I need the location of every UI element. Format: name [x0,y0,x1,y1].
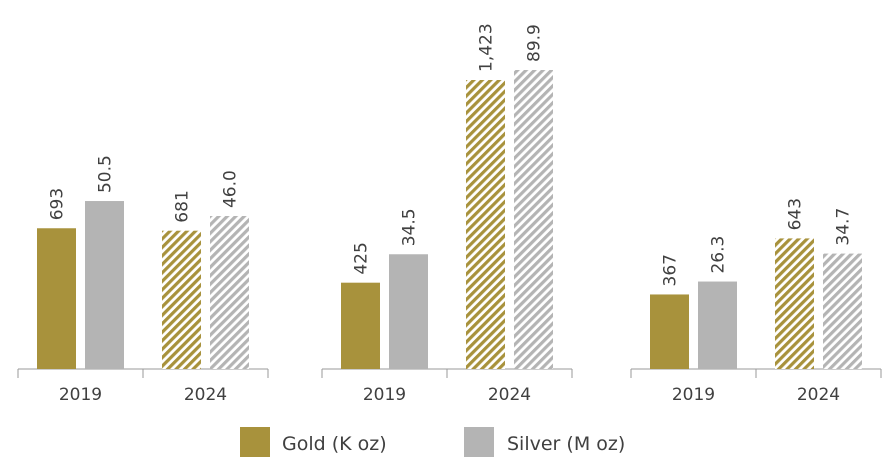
gold-value-label-2019: 425 [352,242,372,274]
legend-label-silver: Silver (M oz) [507,433,625,455]
silver-value-label-2019: 34.5 [400,208,420,246]
silver-bar-2024 [210,216,249,369]
silver-value-label-2019: 50.5 [96,155,116,193]
legend-label-gold: Gold (K oz) [282,433,387,455]
x-tick-label: 2024 [797,385,840,405]
silver-value-label-2024: 89.9 [525,24,545,62]
silver-bar-2019 [698,281,737,369]
gold-bar-2019 [37,228,76,369]
silver-bar-2019 [85,201,124,369]
legend-swatch-gold [240,427,270,457]
gold-bar-2019 [650,294,689,369]
x-tick-label: 2019 [672,385,715,405]
silver-bar-2019 [389,254,428,369]
legend-swatch-silver [464,427,494,457]
gold-value-label-2024: 643 [786,198,806,230]
gold-value-label-2019: 367 [661,254,681,286]
gold-value-label-2024: 681 [173,190,193,222]
silver-bar-2024 [823,253,862,369]
gold-value-label-2019: 693 [48,188,68,220]
chart-panel-1: 2019 693 50.5 2024 681 46.0 [17,155,269,405]
chart-panel-3: 2019 367 26.3 2024 643 34.7 [630,198,882,405]
gold-bar-2024 [466,80,505,369]
gold-bar-2019 [341,282,380,369]
silver-value-label-2019: 26.3 [709,236,729,274]
x-tick-label: 2024 [488,385,531,405]
gold-bar-2024 [162,230,201,369]
x-tick-label: 2019 [59,385,102,405]
silver-value-label-2024: 34.7 [834,208,854,246]
x-tick-label: 2024 [184,385,227,405]
silver-value-label-2024: 46.0 [221,170,241,208]
legend: Gold (K oz) Silver (M oz) [240,427,625,457]
silver-bar-2024 [514,70,553,369]
gold-value-label-2024: 1,423 [477,23,497,72]
gold-bar-2024 [775,238,814,369]
chart-panel-2: 2019 425 34.5 2024 1,423 89.9 [321,23,573,405]
x-tick-label: 2019 [363,385,406,405]
